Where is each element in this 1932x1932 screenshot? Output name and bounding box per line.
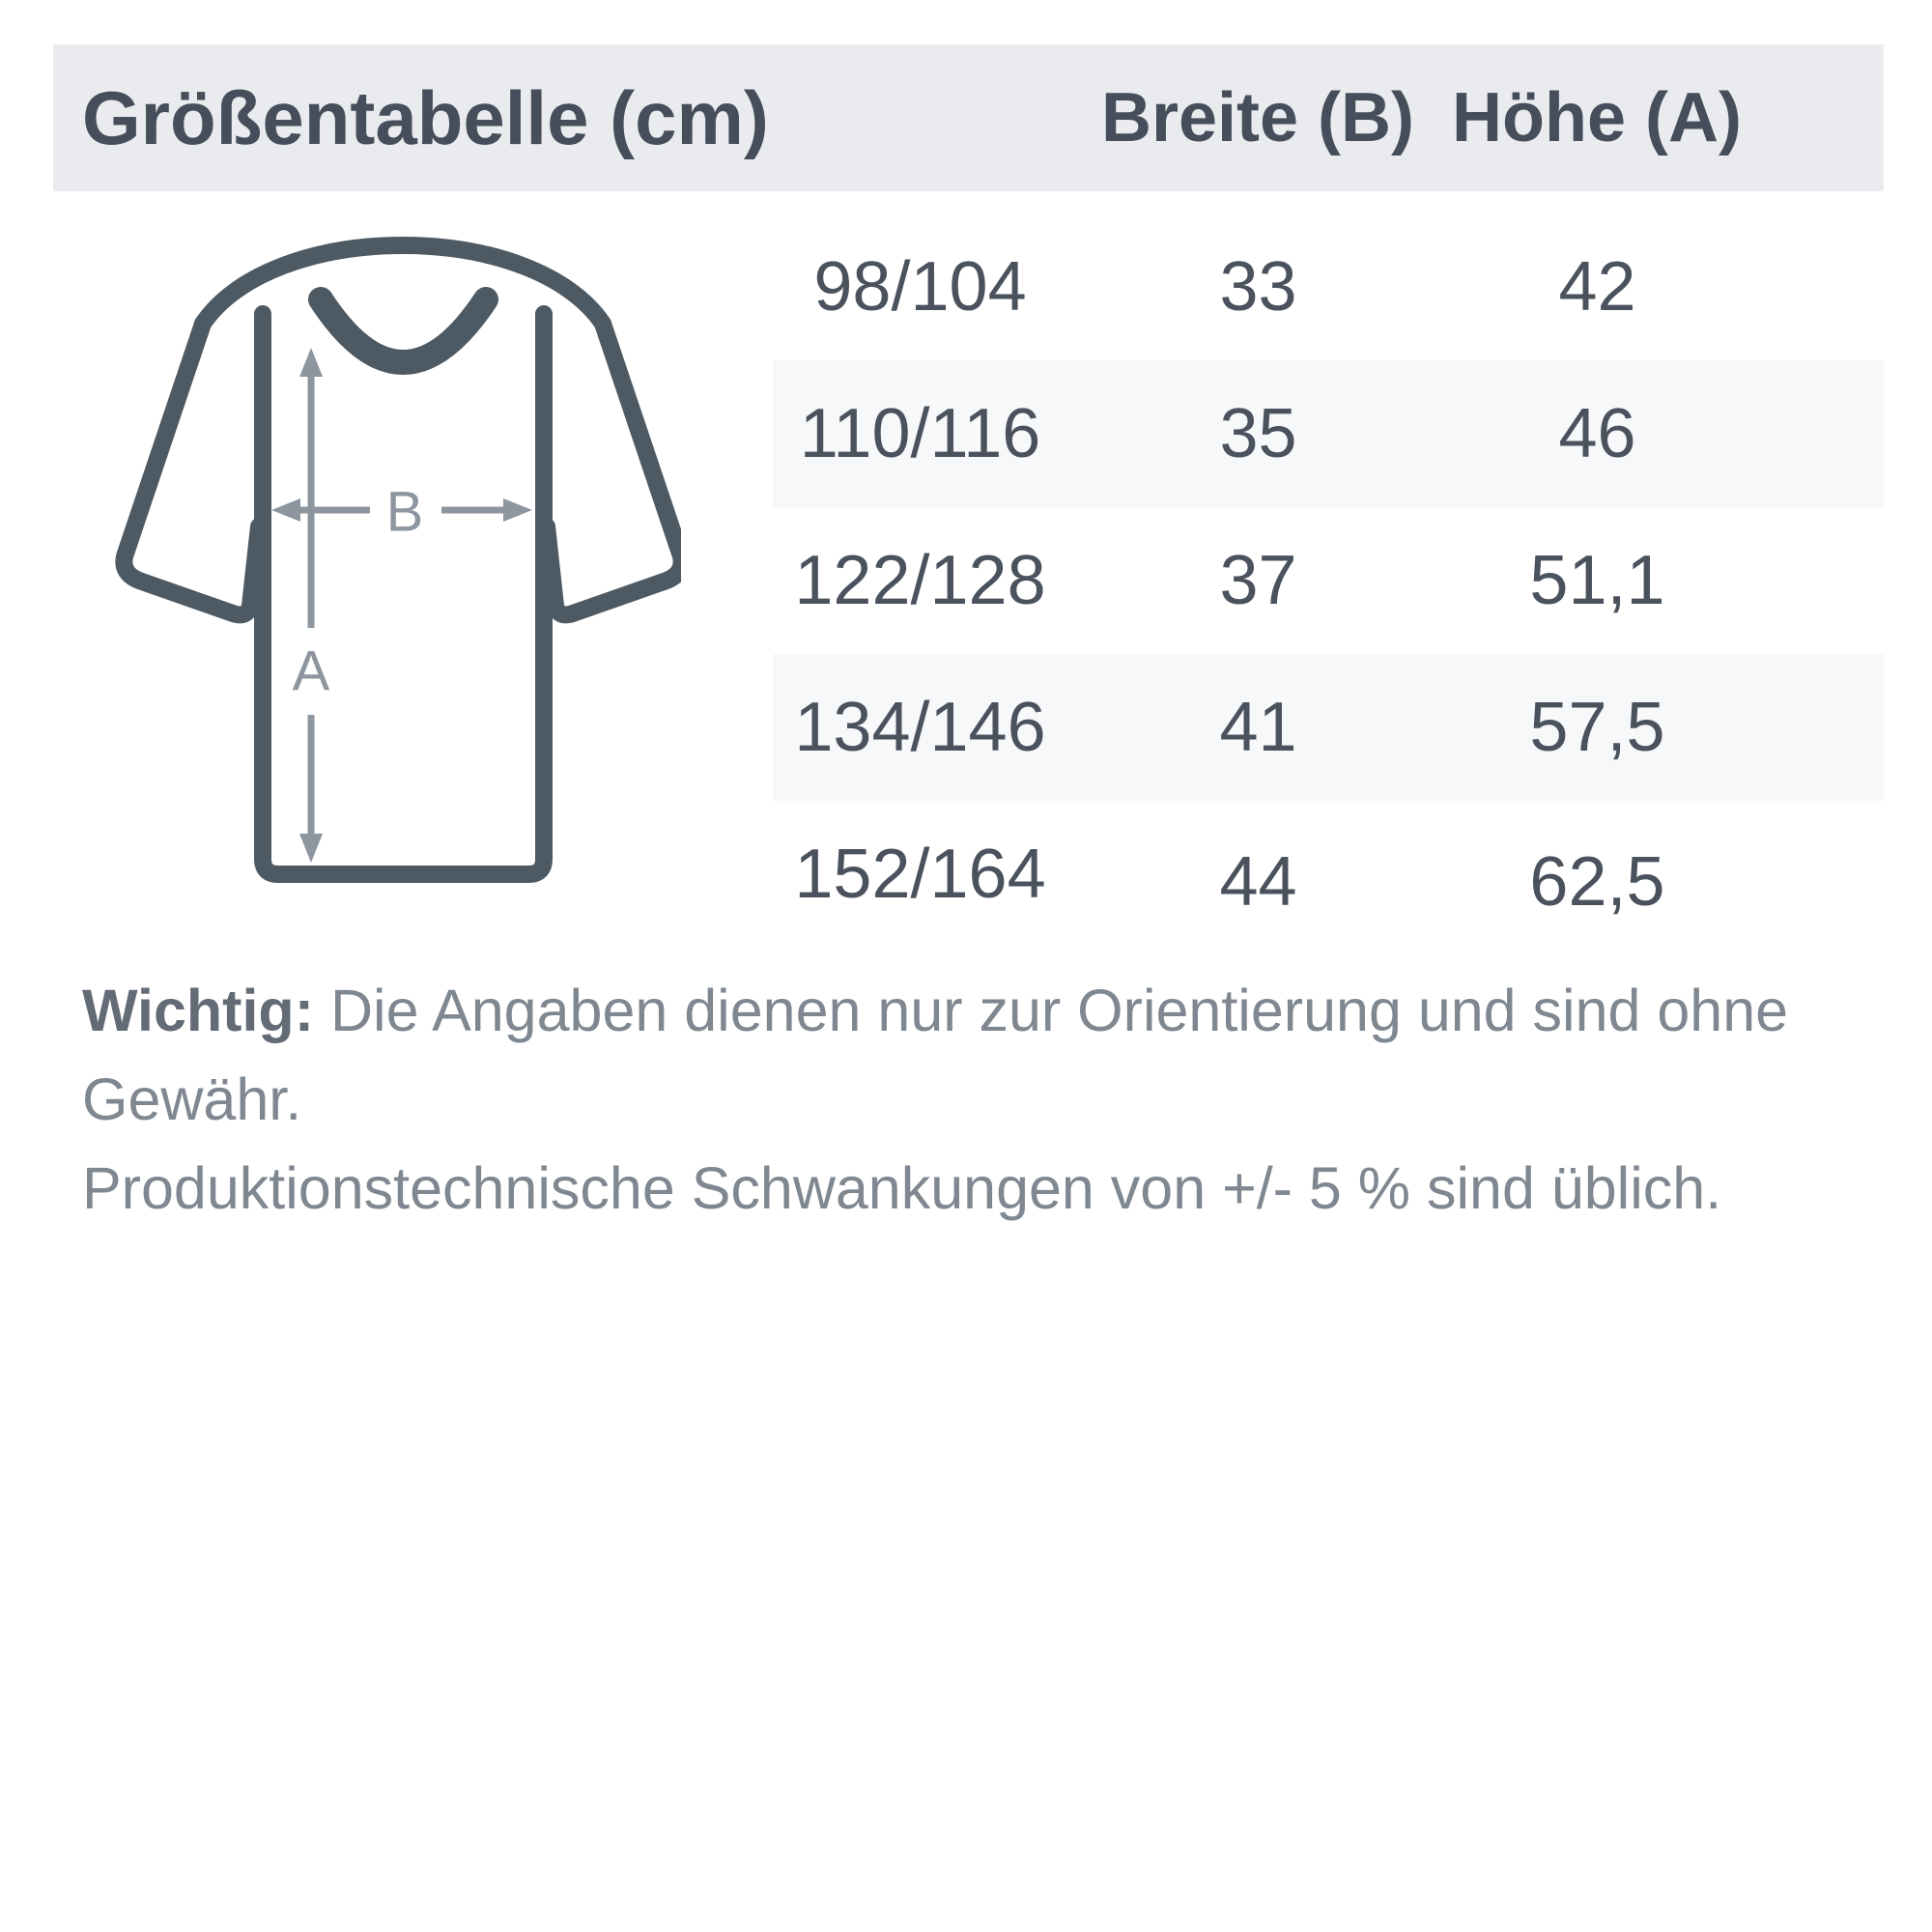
table-row: 110/116 35 46 — [773, 360, 1884, 507]
table-row: 122/128 37 51,1 — [773, 507, 1884, 654]
column-header-hoehe: Höhe (A) — [1452, 79, 1742, 156]
size-table-body: 98/104 33 42 110/116 35 46 122/128 37 51… — [773, 213, 1884, 948]
table-row: 152/164 44 62,5 — [773, 801, 1884, 948]
height-label: A — [293, 640, 330, 703]
page-title: Größentabelle (cm) — [82, 74, 769, 160]
disclaimer-line2: Produktionstechnische Schwankungen von +… — [82, 1155, 1722, 1221]
tshirt-right-sleeve — [538, 315, 681, 624]
tshirt-shoulder-arch — [194, 237, 611, 332]
disclaimer-note: Wichtig: Die Angaben dienen nur zur Orie… — [82, 966, 1850, 1233]
size-value: 110/116 — [799, 395, 1041, 472]
table-row: 134/146 41 57,5 — [773, 654, 1884, 801]
tshirt-left-sleeve — [115, 315, 268, 624]
size-value: 98/104 — [813, 248, 1027, 326]
breite-value: 33 — [1219, 248, 1297, 326]
breite-value: 41 — [1219, 689, 1297, 766]
tshirt-torso-outline — [254, 305, 553, 883]
hoehe-value: 51,1 — [1529, 542, 1665, 619]
breite-value: 35 — [1219, 395, 1297, 472]
tshirt-diagram: A B — [92, 232, 681, 937]
hoehe-value: 57,5 — [1529, 689, 1665, 766]
disclaimer-line1: Wichtig: Die Angaben dienen nur zur Orie… — [82, 978, 1788, 1132]
height-arrow: A — [293, 348, 330, 863]
tshirt-collar — [308, 287, 498, 375]
size-value: 134/146 — [794, 689, 1046, 766]
size-value: 152/164 — [794, 836, 1046, 913]
tshirt-measurement-icon: A B — [115, 237, 681, 883]
column-header-breite: Breite (B) — [1100, 79, 1415, 156]
width-label: B — [386, 481, 424, 544]
table-row: 98/104 33 42 — [773, 213, 1884, 360]
breite-value: 37 — [1219, 542, 1297, 619]
hoehe-value: 42 — [1558, 248, 1636, 326]
width-arrow: B — [271, 481, 532, 544]
size-value: 122/128 — [794, 542, 1046, 619]
table-header: Größentabelle (cm) Breite (B) Höhe (A) — [53, 44, 1884, 191]
disclaimer-lead: Wichtig: — [82, 978, 315, 1043]
disclaimer-line1-rest: Die Angaben dienen nur zur Orientierung … — [82, 978, 1789, 1132]
breite-value: 44 — [1219, 843, 1297, 921]
hoehe-value: 62,5 — [1529, 843, 1665, 921]
hoehe-value: 46 — [1558, 395, 1636, 472]
